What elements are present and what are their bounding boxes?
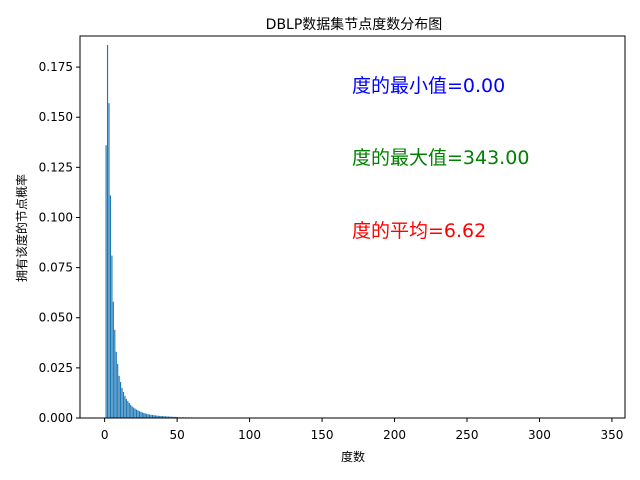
bar — [127, 400, 129, 418]
x-tick-label: 250 — [456, 428, 479, 442]
bar — [114, 329, 116, 418]
bar — [144, 413, 146, 418]
bar — [162, 416, 164, 418]
bar — [169, 416, 171, 418]
bar — [115, 351, 117, 418]
y-tick-label: 0.075 — [39, 261, 73, 275]
bar — [105, 145, 107, 419]
y-tick-label: 0.175 — [39, 60, 73, 74]
bars-group — [105, 45, 603, 419]
bar — [112, 301, 114, 418]
x-axis-ticks: 0 50 100 150 200 250 300 350 — [101, 418, 624, 442]
bar — [170, 416, 172, 418]
y-tick-label: 0.100 — [39, 210, 73, 224]
bar — [150, 414, 152, 418]
bar — [108, 103, 110, 419]
plot-frame — [79, 35, 626, 419]
bar — [148, 414, 151, 418]
bar — [160, 415, 162, 418]
annotation-mean-degree: 度的平均=6.62 — [352, 220, 486, 242]
bar — [166, 416, 168, 418]
bar — [151, 414, 154, 418]
bar — [117, 363, 119, 418]
bar — [173, 416, 175, 418]
bar — [133, 407, 135, 418]
y-tick-label: 0.150 — [39, 110, 73, 124]
x-tick-label: 200 — [383, 428, 406, 442]
x-tick-label: 0 — [101, 428, 109, 442]
bar — [146, 413, 148, 418]
bar — [121, 387, 123, 418]
bar — [157, 415, 159, 418]
bar — [167, 416, 169, 418]
bar — [164, 416, 167, 418]
x-tick-label: 150 — [311, 428, 334, 442]
x-tick-label: 100 — [238, 428, 261, 442]
bar — [141, 412, 143, 418]
bar — [154, 415, 156, 418]
annotation-min-degree: 度的最小值=0.00 — [352, 75, 505, 97]
bar — [122, 391, 125, 418]
bar — [147, 414, 149, 418]
bar — [134, 408, 136, 418]
x-tick-label: 300 — [528, 428, 551, 442]
bar — [175, 416, 177, 418]
x-axis-label: 度数 — [341, 449, 365, 464]
bar — [143, 412, 145, 418]
y-axis-ticks: 0.000 0.025 0.050 0.075 0.100 0.125 0.150 0.175 — [39, 60, 80, 425]
y-tick-label: 0.000 — [39, 411, 73, 425]
bar — [172, 416, 174, 418]
bar — [153, 415, 155, 418]
bar — [137, 410, 139, 418]
bar — [128, 402, 130, 418]
bar — [131, 406, 133, 418]
bar — [130, 404, 132, 418]
bar — [125, 398, 127, 418]
y-tick-label: 0.125 — [39, 160, 73, 174]
bar — [111, 255, 113, 418]
chart-title: DBLP数据集节点度数分布图 — [266, 16, 443, 33]
x-tick-label: 50 — [169, 428, 184, 442]
bar — [163, 416, 165, 418]
bar — [138, 411, 141, 418]
bar — [159, 415, 161, 418]
annotation-max-degree: 度的最大值=343.00 — [352, 147, 529, 169]
bar — [109, 195, 112, 418]
bar — [124, 395, 126, 418]
bar — [106, 45, 109, 419]
y-tick-label: 0.050 — [39, 311, 73, 325]
y-axis-label: 拥有该度的节点概率 — [14, 174, 29, 282]
bar — [156, 415, 158, 418]
bar — [118, 375, 120, 418]
x-tick-label: 350 — [601, 428, 624, 442]
bar — [140, 411, 142, 418]
bar — [120, 381, 122, 418]
bar — [135, 409, 138, 418]
y-tick-label: 0.025 — [39, 361, 73, 375]
